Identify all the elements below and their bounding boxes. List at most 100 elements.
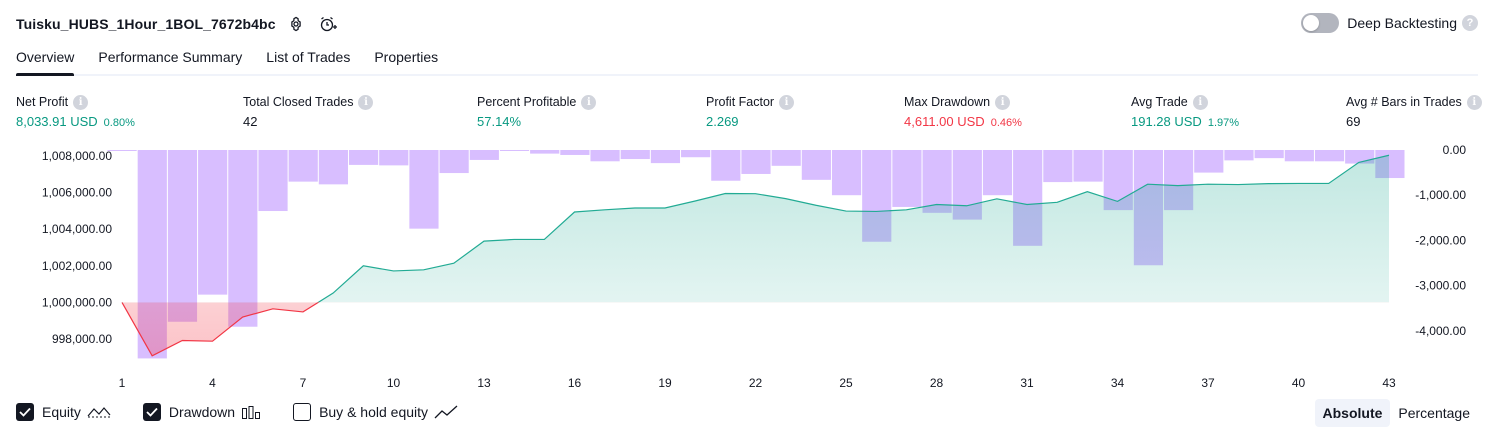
- drawdown-bar: [107, 150, 137, 151]
- metric-avg-bars: Avg # Bars in Trades i 69: [1346, 93, 1482, 131]
- metric-avg-trade: Avg Trade i 191.28 USD 1.97%: [1131, 93, 1239, 131]
- drawdown-bar: [198, 150, 228, 295]
- x-axis-tick-label: 10: [387, 376, 401, 390]
- drawdown-bar: [590, 150, 620, 162]
- add-alert-icon[interactable]: [316, 12, 340, 36]
- metric-percent-profitable: Percent Profitable i 57.14%: [477, 93, 597, 131]
- metric-label: Percent Profitable: [477, 95, 577, 109]
- x-axis-tick-label: 28: [930, 376, 944, 390]
- metric-value: 4,611.00 USD: [904, 114, 985, 129]
- right-axis-tick-label: -3,000.00: [1415, 279, 1466, 293]
- equity-line: [121, 154, 1390, 357]
- tab-properties[interactable]: Properties: [374, 49, 439, 65]
- x-axis-tick-label: 43: [1382, 376, 1396, 390]
- left-axis-tick-label: 1,002,000.00: [42, 259, 112, 273]
- tab-performance-summary[interactable]: Performance Summary: [98, 49, 243, 65]
- strategy-header: Tuisku_HUBS_1Hour_1BOL_7672b4bc: [16, 12, 340, 36]
- legend-label: Equity: [42, 404, 81, 420]
- right-axis-tick-label: 0.00: [1443, 143, 1467, 157]
- drawdown-bar: [1314, 150, 1345, 162]
- metric-value: 191.28 USD: [1131, 114, 1202, 129]
- x-axis-tick-label: 1: [119, 376, 126, 390]
- metric-label: Max Drawdown: [904, 95, 991, 109]
- drawdown-checkbox[interactable]: [142, 403, 161, 421]
- x-axis-tick-label: 34: [1111, 376, 1125, 390]
- metric-label: Profit Factor: [706, 95, 775, 109]
- legend-label: Drawdown: [168, 404, 236, 420]
- left-axis-tick-label: 1,006,000.00: [42, 186, 112, 200]
- metric-total-closed-trades: Total Closed Trades i 42: [243, 93, 374, 131]
- left-axis-tick-label: 998,000.00: [52, 332, 112, 346]
- drawdown-bar: [409, 150, 439, 229]
- info-icon[interactable]: i: [779, 94, 795, 110]
- drawdown-bar: [469, 150, 499, 160]
- tab-list-of-trades[interactable]: List of Trades: [266, 49, 351, 65]
- metric-net-profit: Net Profit i 8,033.91 USD 0.80%: [16, 93, 135, 131]
- metric-value: 2.269: [706, 114, 739, 129]
- info-icon[interactable]: i: [995, 94, 1011, 110]
- x-axis-tick-label: 37: [1201, 376, 1215, 390]
- x-axis-tick-label: 40: [1292, 376, 1306, 390]
- drawdown-bar: [831, 150, 862, 196]
- metric-value: 42: [243, 114, 258, 129]
- metric-profit-factor: Profit Factor i 2.269: [706, 93, 795, 131]
- left-axis-tick-label: 1,008,000.00: [42, 149, 112, 163]
- metric-percent: 0.80%: [103, 117, 135, 129]
- legend-equity[interactable]: Equity: [16, 403, 111, 421]
- tab-overview[interactable]: Overview: [16, 46, 75, 76]
- metric-value: 57.14%: [477, 114, 522, 129]
- settings-icon[interactable]: [284, 12, 308, 36]
- deep-backtesting-toggle[interactable]: [1301, 13, 1340, 33]
- metric-percent: 0.46%: [990, 117, 1022, 129]
- equity-area-positive: [318, 155, 1389, 303]
- view-mode-switch: Absolute Percentage: [1314, 399, 1479, 427]
- drawdown-bar: [560, 150, 590, 155]
- x-axis: 1 4 7 10 13 16 19 22 25 28 31 34 37 40 43: [119, 376, 1396, 390]
- equity-line-positive: [122, 154, 1390, 303]
- drawdown-bar: [681, 150, 711, 158]
- metric-label: Total Closed Trades: [243, 95, 354, 109]
- drawdown-bar: [741, 150, 771, 174]
- report-tabs: Overview Performance Summary List of Tra…: [16, 46, 1478, 76]
- metric-value: 8,033.91 USD: [16, 114, 98, 129]
- drawdown-bar: [922, 150, 952, 213]
- drawdown-bar: [318, 150, 348, 185]
- drawdown-bar: [348, 150, 379, 165]
- x-axis-tick-label: 4: [209, 376, 216, 390]
- drawdown-bar: [650, 150, 681, 164]
- bar-chart-icon: [241, 405, 261, 419]
- drawdown-bar: [1194, 150, 1224, 173]
- drawdown-bar: [499, 150, 530, 151]
- deep-backtesting: Deep Backtesting ?: [1301, 13, 1478, 33]
- equity-drawdown-chart[interactable]: 1,008,000.00 1,006,000.00 1,004,000.00 1,00…: [0, 140, 1494, 390]
- info-icon[interactable]: i: [1466, 94, 1482, 110]
- info-icon[interactable]: i: [581, 94, 597, 110]
- help-icon[interactable]: ?: [1462, 15, 1478, 31]
- percentage-button[interactable]: Percentage: [1398, 405, 1470, 421]
- buy-hold-checkbox[interactable]: [293, 403, 312, 421]
- info-icon[interactable]: i: [1192, 94, 1208, 110]
- drawdown-bar: [1073, 150, 1103, 182]
- drawdown-bar: [1254, 150, 1284, 159]
- x-axis-tick-label: 19: [658, 376, 672, 390]
- info-icon[interactable]: i: [358, 94, 374, 110]
- legend-drawdown[interactable]: Drawdown: [142, 403, 261, 421]
- info-icon[interactable]: i: [73, 94, 89, 110]
- drawdown-bar: [530, 150, 560, 154]
- drawdown-bar: [1284, 150, 1314, 162]
- equity-area-negative: [122, 302, 1389, 356]
- drawdown-bar: [379, 150, 409, 166]
- legend-label: Buy & hold equity: [319, 404, 429, 420]
- drawdown-bar: [1224, 150, 1254, 161]
- drawdown-bar: [982, 150, 1013, 196]
- metric-percent: 1.97%: [1207, 117, 1240, 129]
- drawdown-bar: [167, 150, 198, 322]
- right-axis-tick-label: -4,000.00: [1415, 324, 1466, 338]
- absolute-button[interactable]: Absolute: [1314, 399, 1391, 427]
- right-axis-tick-label: -1,000.00: [1415, 188, 1466, 202]
- equity-checkbox[interactable]: [16, 403, 34, 421]
- drawdown-bar: [258, 150, 288, 212]
- right-axis-tick-label: -2,000.00: [1415, 233, 1466, 247]
- legend-buy-hold[interactable]: Buy & hold equity: [293, 403, 458, 421]
- metric-label: Net Profit: [16, 95, 69, 109]
